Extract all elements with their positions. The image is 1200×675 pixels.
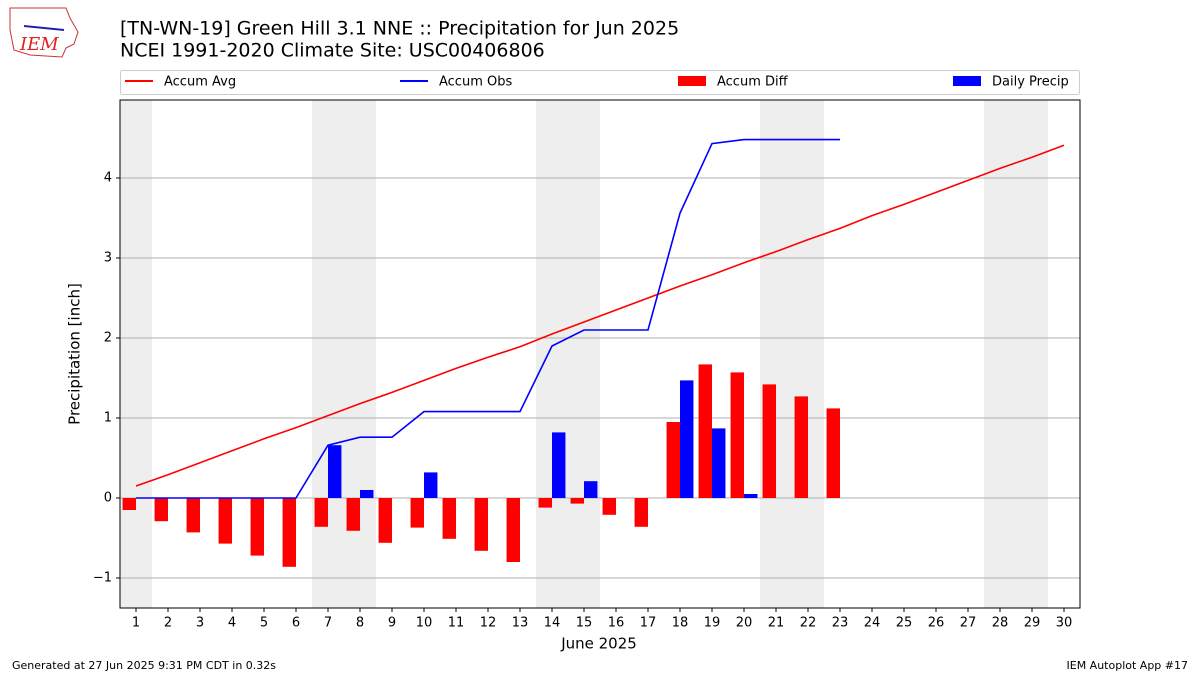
legend-swatch: [678, 76, 706, 86]
bar: [826, 408, 840, 498]
weekend-shade: [568, 100, 600, 608]
legend-label: Accum Diff: [717, 75, 789, 90]
bar: [744, 494, 758, 498]
bar: [154, 498, 168, 522]
x-tick-label: 14: [544, 616, 561, 631]
weekend-shade: [760, 100, 792, 608]
chart-subtitle: NCEI 1991-2020 Climate Site: USC00406806: [120, 40, 545, 62]
legend-label: Accum Obs: [439, 75, 512, 90]
y-tick-label: 2: [104, 331, 112, 346]
x-tick-label: 17: [640, 616, 657, 631]
chart-title: [TN-WN-19] Green Hill 3.1 NNE :: Precipi…: [120, 18, 679, 40]
x-tick-label: 12: [480, 616, 497, 631]
y-tick-label: 0: [104, 491, 112, 506]
logo: IEM: [9, 7, 79, 58]
x-tick-label: 21: [768, 616, 785, 631]
bar: [474, 498, 488, 551]
bar: [602, 498, 616, 515]
bar: [378, 498, 392, 543]
legend-swatch: [953, 76, 981, 86]
plot-frame: [119, 99, 1081, 609]
bar: [410, 498, 424, 528]
bar: [442, 498, 456, 539]
bar: [424, 472, 438, 498]
y-tick-label: −1: [93, 571, 112, 586]
bar: [794, 396, 808, 498]
x-tick-label: 15: [576, 616, 593, 631]
weekend-shade: [344, 100, 376, 608]
x-tick-label: 8: [356, 616, 364, 631]
weekend-shade: [536, 100, 568, 608]
x-tick-label: 25: [896, 616, 913, 631]
x-tick-label: 3: [196, 616, 204, 631]
weekend-shade: [984, 100, 1016, 608]
x-tick-label: 5: [260, 616, 268, 631]
x-tick-label: 19: [704, 616, 721, 631]
x-tick-label: 26: [928, 616, 945, 631]
x-tick-label: 6: [292, 616, 300, 631]
bar: [538, 498, 552, 508]
bar: [506, 498, 520, 562]
bar: [730, 372, 744, 498]
x-tick-label: 18: [672, 616, 689, 631]
weekend-shade: [312, 100, 344, 608]
bar: [250, 498, 264, 556]
bar: [346, 498, 360, 531]
bar: [186, 498, 200, 533]
y-tick-label: 4: [104, 171, 112, 186]
y-tick-label: 3: [104, 251, 112, 266]
x-tick-label: 2: [164, 616, 172, 631]
y-tick-label: 1: [104, 411, 112, 426]
x-tick-label: 27: [960, 616, 977, 631]
line: [136, 138, 840, 499]
weekend-shade: [1016, 100, 1048, 608]
legend: [120, 70, 1080, 95]
legend-label: Accum Avg: [164, 75, 236, 90]
legend-label: Daily Precip: [992, 75, 1069, 90]
x-axis-label: June 2025: [560, 635, 637, 653]
logo-line: [23, 25, 65, 31]
bar: [634, 498, 648, 527]
y-axis-label: Precipitation [inch]: [66, 283, 84, 425]
x-tick-label: 11: [448, 616, 465, 631]
line: [135, 144, 1065, 487]
x-tick-label: 22: [800, 616, 817, 631]
bar: [680, 380, 694, 498]
x-tick-label: 16: [608, 616, 625, 631]
x-tick-label: 4: [228, 616, 236, 631]
x-tick-label: 28: [992, 616, 1009, 631]
bar: [552, 432, 566, 498]
bar: [666, 422, 680, 498]
weekend-shade: [792, 100, 824, 608]
bar: [360, 490, 374, 498]
bar: [712, 428, 726, 498]
bar: [762, 384, 776, 498]
x-tick-label: 1: [132, 616, 140, 631]
x-tick-label: 13: [512, 616, 529, 631]
bar: [282, 498, 296, 567]
x-tick-label: 20: [736, 616, 753, 631]
weekend-shade: [120, 100, 152, 608]
x-tick-label: 9: [388, 616, 396, 631]
footer-right: IEM Autoplot App #17: [1067, 659, 1189, 672]
x-tick-label: 23: [832, 616, 849, 631]
x-tick-label: 10: [416, 616, 433, 631]
bar: [698, 364, 712, 498]
x-tick-label: 7: [324, 616, 332, 631]
logo-outline: [9, 7, 79, 58]
x-tick-label: 29: [1024, 616, 1041, 631]
bar: [570, 498, 584, 504]
bar: [314, 498, 328, 527]
bar: [218, 498, 232, 544]
footer-left: Generated at 27 Jun 2025 9:31 PM CDT in …: [12, 659, 276, 672]
logo-text: IEM: [19, 34, 59, 55]
x-tick-label: 24: [864, 616, 881, 631]
x-tick-label: 30: [1056, 616, 1073, 631]
bar: [122, 498, 136, 510]
bar: [584, 481, 598, 498]
bar: [328, 445, 342, 498]
